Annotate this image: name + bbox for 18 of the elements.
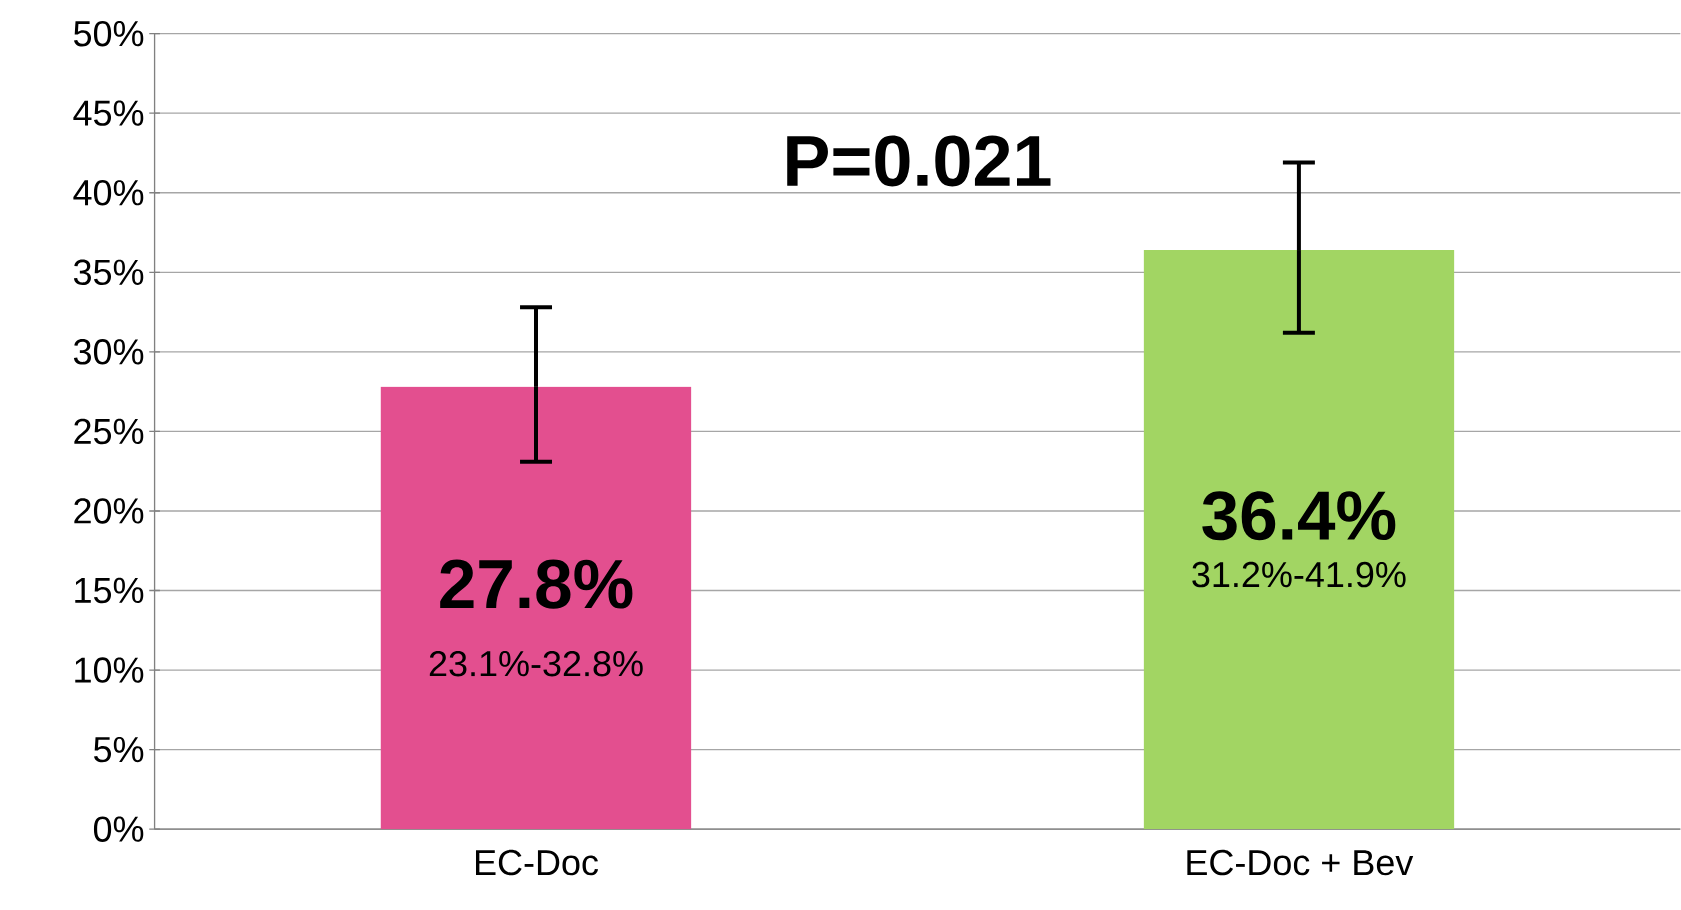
y-tick-label: 45% xyxy=(73,100,144,126)
x-tick-label: EC-Doc + Bev xyxy=(1187,849,1414,876)
data-label: 36.4% xyxy=(1202,490,1396,541)
y-tick-label: 25% xyxy=(74,418,144,444)
y-tick-label: 35% xyxy=(73,259,144,285)
y-tick-label: 15% xyxy=(75,577,144,603)
data-label: 27.8% xyxy=(440,559,633,609)
y-tick-label: 5% xyxy=(93,736,144,763)
annotation: P=0.021 xyxy=(787,135,1051,187)
y-tick-label: 0% xyxy=(93,816,144,842)
annotation: 23.1%-32.8% xyxy=(429,650,643,677)
y-tick-label: 40% xyxy=(73,179,144,206)
y-tick-label: 30% xyxy=(73,338,144,365)
annotation: 31.2%-41.9% xyxy=(1192,561,1406,588)
y-tick-label: 10% xyxy=(75,657,144,683)
y-tick-label: 50% xyxy=(73,20,144,47)
y-tick-label: 20% xyxy=(74,498,144,524)
x-tick-label: EC-Doc xyxy=(476,849,599,876)
